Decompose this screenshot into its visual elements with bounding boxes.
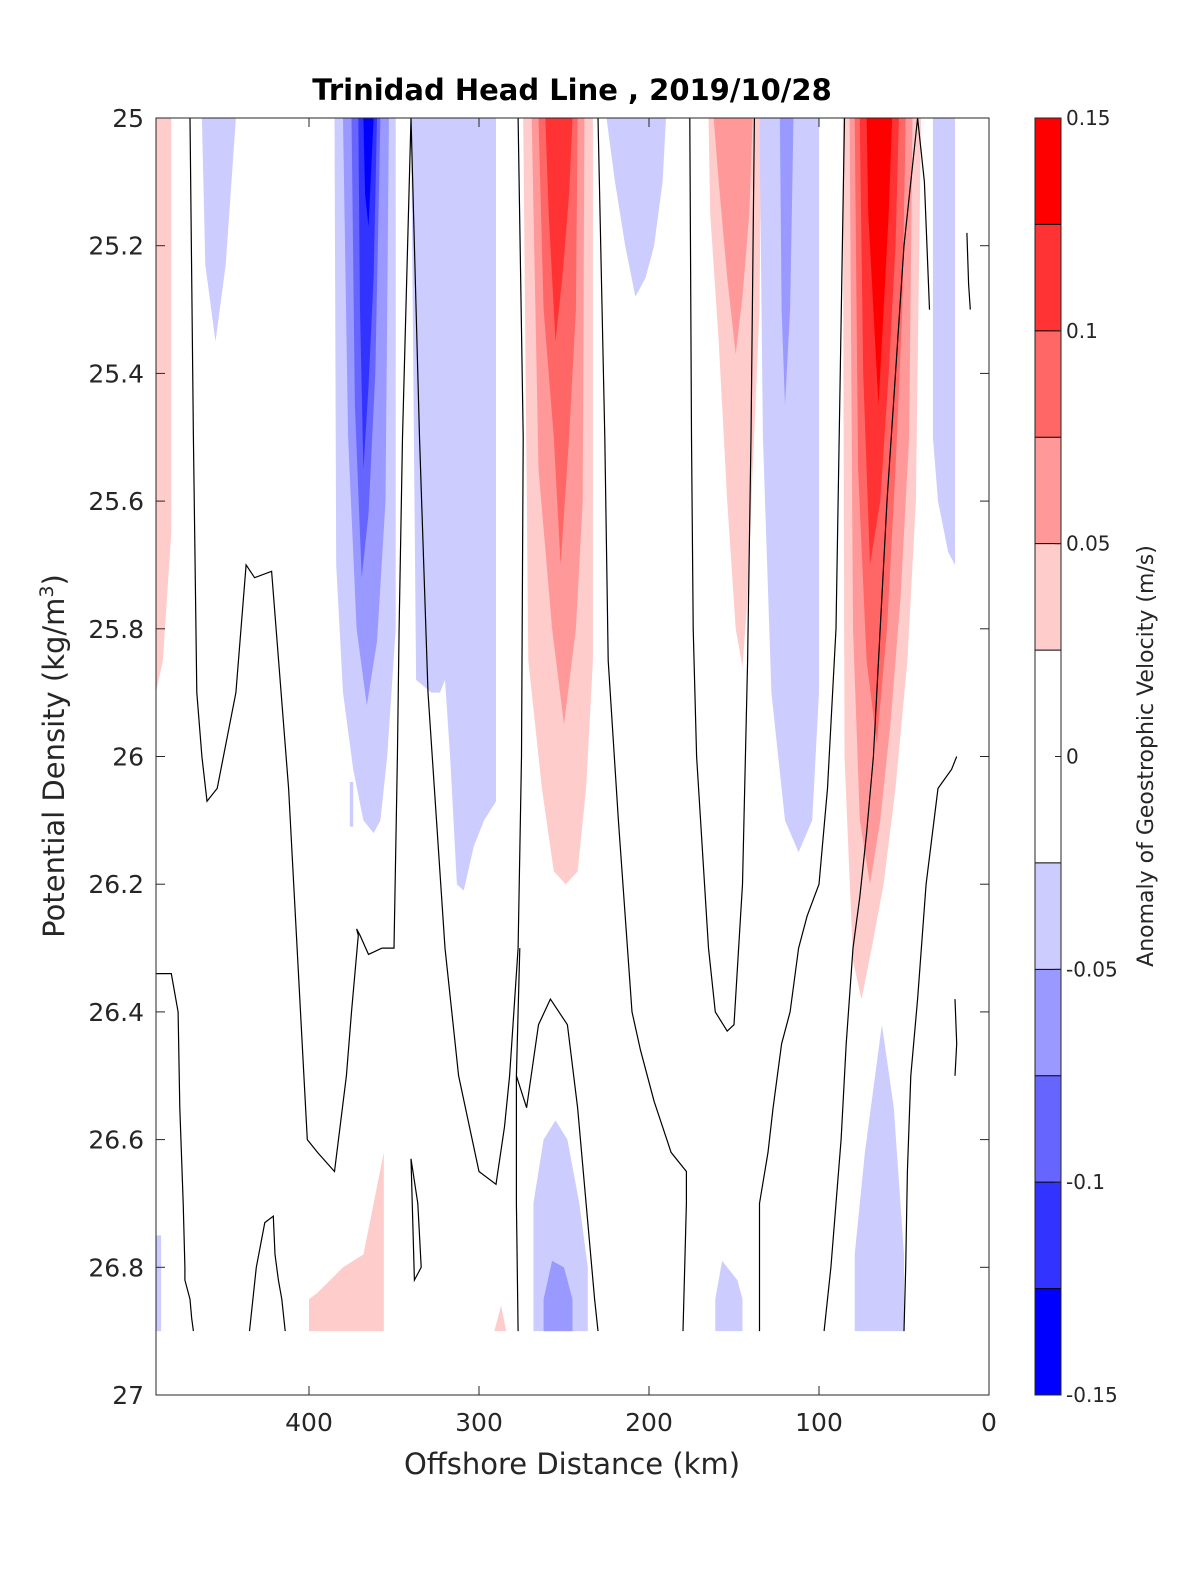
- velocity-region-neg-453: [201, 118, 236, 342]
- zero-contour-line-4: [156, 972, 194, 1332]
- zero-contour-line-8: [597, 118, 688, 1332]
- zero-contour-line-11: [758, 118, 846, 1332]
- velocity-region-pos-152-l2: [713, 118, 753, 355]
- colorbar-band: [1035, 969, 1061, 1076]
- zero-contour-line-14: [966, 232, 971, 310]
- colorbar-tick-label: -0.15: [1066, 1383, 1118, 1407]
- colorbar-tick-label: 0: [1066, 745, 1079, 769]
- colorbar-band: [1035, 330, 1061, 438]
- y-tick-label: 25.6: [88, 487, 144, 516]
- y-tick-label: 25.4: [88, 359, 144, 388]
- velocity-fills: [156, 118, 955, 1332]
- colorbar: 0.15 0.1 0.05 0 -0.05 -0.1 -0.15: [1034, 106, 1118, 1407]
- y-axis-label: Potential Density (kg/m3): [36, 574, 71, 938]
- velocity-region-neg-368-l4: [358, 118, 377, 470]
- velocity-region-neg-22: [932, 118, 955, 565]
- velocity-region-neg-bottom-255-l2: [543, 1260, 573, 1332]
- velocity-region-pos-255-l3: [538, 118, 578, 565]
- colorbar-tick-label: -0.05: [1066, 957, 1118, 981]
- x-tick-label: 100: [795, 1408, 843, 1437]
- y-tick-label: 26.8: [88, 1253, 144, 1282]
- y-tick-label: 26.2: [88, 870, 144, 899]
- zero-contour-line-9: [515, 997, 599, 1332]
- zero-contour-line-1: [189, 118, 383, 1173]
- zero-contour-line-15: [954, 999, 958, 1076]
- x-axis-label: Offshore Distance (km): [404, 1447, 740, 1481]
- chart-title: Trinidad Head Line , 2019/10/28: [312, 73, 832, 107]
- colorbar-band: [1035, 1182, 1061, 1289]
- colorbar-band: [1035, 437, 1061, 544]
- zero-contour-line-10: [689, 118, 755, 1033]
- velocity-region-neg-bottom-left: [156, 1235, 162, 1332]
- velocity-region-pos-152-l1: [708, 118, 762, 668]
- velocity-region-neg-bottom-150: [715, 1260, 743, 1332]
- velocity-region-pos-255-l4: [545, 118, 573, 342]
- velocity-region-neg-bottom-255-l1: [533, 1120, 588, 1332]
- y-tick-label: 26.4: [88, 998, 144, 1027]
- y-axis-label-superscript: 3: [36, 585, 58, 597]
- colorbar-bands: [1035, 118, 1061, 1395]
- x-tick-label: 300: [455, 1408, 503, 1437]
- y-tick-label: 25.8: [88, 615, 144, 644]
- zero-contour-line-2: [382, 118, 523, 1186]
- colorbar-band: [1035, 224, 1061, 331]
- colorbar-band: [1035, 1288, 1061, 1395]
- colorbar-tick-label: 0.1: [1066, 319, 1098, 343]
- y-axis: 25 25.2 25.4 25.6 25.8 26 26.2 26.4 26.6 26.8 27: [88, 104, 989, 1410]
- zero-contour-line-6: [410, 1158, 422, 1283]
- colorbar-band: [1035, 862, 1061, 970]
- x-axis: 400 300 200 100 0: [285, 118, 997, 1437]
- colorbar-label: Anomaly of Geostrophic Velocity (m/s): [1134, 545, 1159, 967]
- velocity-region-neg-313: [411, 118, 496, 891]
- colorbar-tick-label: 0.05: [1066, 532, 1111, 556]
- velocity-region-pos-edge-480: [156, 118, 172, 693]
- colorbar-band: [1035, 1075, 1061, 1183]
- zero-contour-line-3: [517, 118, 524, 757]
- colorbar-band: [1035, 118, 1061, 225]
- colorbar-tick-label: -0.1: [1066, 1170, 1105, 1194]
- colorbar-tick-label: 0.15: [1066, 106, 1111, 130]
- plot-area: 400 300 200 100 0 25 25.2 25.4 25.6 25.8 26 26.2 26…: [88, 104, 997, 1437]
- velocity-region-neg-122-l1: [759, 118, 819, 853]
- x-tick-label: 200: [625, 1408, 673, 1437]
- velocity-region-neg-bottom-65: [854, 1024, 904, 1332]
- velocity-region-neg-122-l2: [779, 118, 794, 406]
- x-tick-label: 0: [981, 1408, 997, 1437]
- colorbar-band: [1035, 543, 1061, 651]
- velocity-region-neg-368-l5: [363, 118, 374, 227]
- y-tick-label: 26.6: [88, 1126, 144, 1155]
- colorbar-ticks: 0.15 0.1 0.05 0 -0.05 -0.1 -0.15: [1055, 106, 1118, 1407]
- velocity-region-pos-bottom-380: [309, 1152, 384, 1332]
- velocity-region-pos-62-l5: [866, 118, 893, 406]
- zero-contour-line-7: [515, 948, 521, 1332]
- y-axis-label-close: ): [37, 574, 71, 585]
- y-tick-label: 25.2: [88, 232, 144, 261]
- velocity-region-neg-375: [349, 782, 354, 827]
- y-tick-label: 26: [112, 743, 144, 772]
- zero-contours: [156, 118, 971, 1332]
- velocity-region-pos-bottom-290: [489, 1305, 507, 1332]
- zero-contour-line-5: [248, 1215, 286, 1332]
- zero-contour-line-13: [903, 756, 958, 1332]
- velocity-region-neg-205: [606, 118, 666, 297]
- x-tick-label: 400: [285, 1408, 333, 1437]
- y-axis-label-main: Potential Density (kg/m: [37, 598, 71, 938]
- y-tick-label: 27: [112, 1381, 144, 1410]
- y-tick-label: 25: [112, 104, 144, 133]
- zero-contour-line-12: [823, 118, 931, 1332]
